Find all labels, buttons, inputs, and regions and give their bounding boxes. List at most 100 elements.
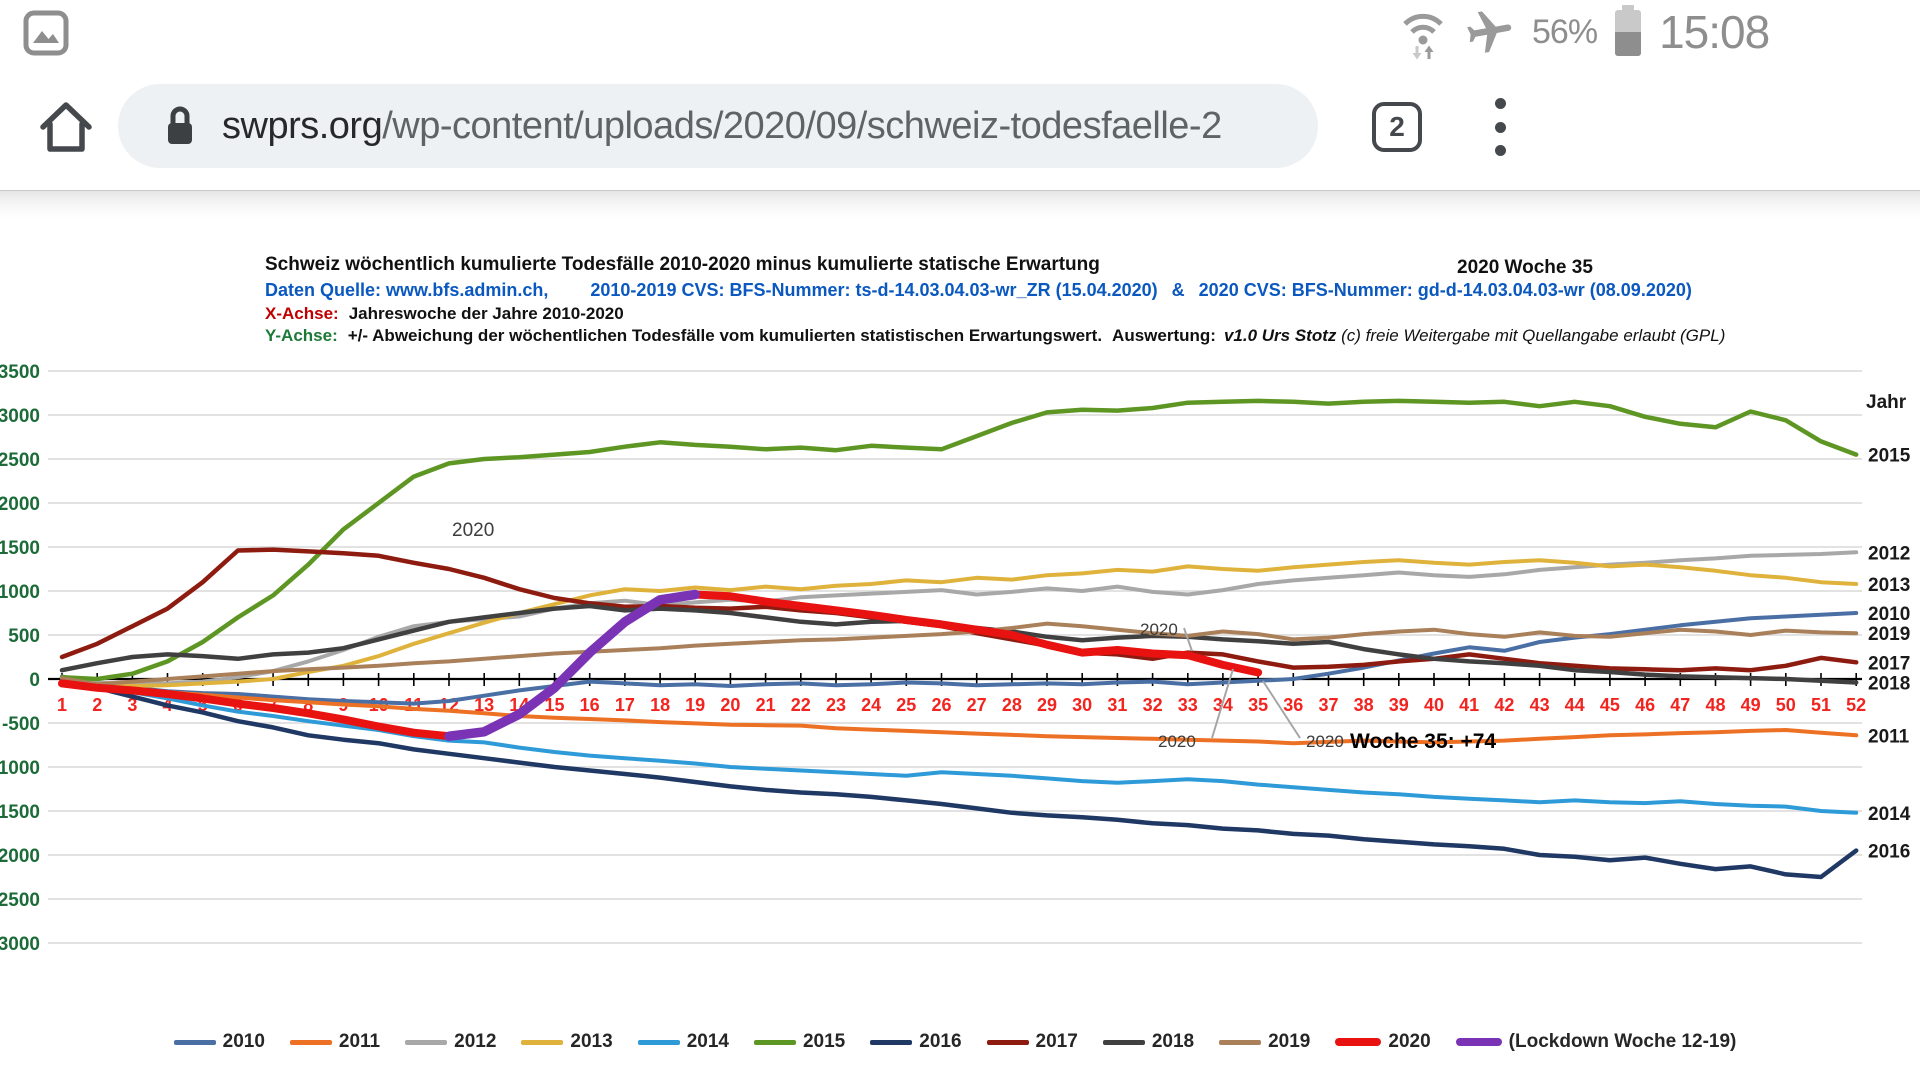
- auswertung-label: Auswertung:: [1112, 326, 1216, 345]
- menu-button[interactable]: [1494, 98, 1506, 156]
- year-label-2010: 2010: [1868, 604, 1910, 625]
- legend-label: 2014: [686, 1031, 729, 1052]
- series-2013-line: [60, 558, 1859, 688]
- legend-item-2010: 2010: [173, 1031, 265, 1053]
- series-2016-line: [59, 677, 1859, 880]
- url-domain: swprs.org: [222, 104, 383, 147]
- legend-swatch: [1455, 1038, 1502, 1046]
- y-axis-label--1000: -1000: [0, 758, 40, 779]
- x-axis-label-30: 30: [1072, 695, 1092, 715]
- x-axis-label-45: 45: [1600, 695, 1620, 715]
- annotation-leader-2: [1211, 668, 1234, 739]
- legend-swatch: [1102, 1039, 1145, 1045]
- year-label-2019: 2019: [1868, 624, 1910, 645]
- annotation-leader-1: [1183, 627, 1193, 652]
- battery-percent: 56%: [1532, 12, 1598, 51]
- x-axis-label-49: 49: [1741, 695, 1761, 715]
- y-axis-label--500: -500: [2, 714, 40, 735]
- x-axis-label-17: 17: [615, 695, 635, 715]
- y-axis-label-0: 0: [29, 670, 40, 691]
- y-axis-label-3000: 3000: [0, 406, 40, 427]
- status-bar: 56% 15:08: [0, 0, 1920, 62]
- x-axis-label-48: 48: [1705, 695, 1725, 715]
- legend-label: 2012: [454, 1031, 497, 1052]
- legend-label: 2018: [1151, 1031, 1195, 1052]
- wifi-icon: [1403, 13, 1443, 60]
- year-column-header: Jahr: [1866, 392, 1907, 413]
- annotation-leader-3: [1262, 680, 1301, 739]
- y-achse-text: +/- Abweichung der wöchentlichen Todesfä…: [347, 326, 1103, 345]
- line-chart: 3500 3000 2500 2000 1500 1000 500 0 -500 -1000 -15…: [0, 362, 1911, 955]
- legend-label: 2019: [1268, 1031, 1311, 1052]
- legend-item-2017: 2017: [986, 1031, 1078, 1053]
- x-axis-label-52: 52: [1846, 695, 1866, 715]
- x-axis-label-39: 39: [1389, 695, 1409, 715]
- chart-title: Schweiz wöchentlich kumulierte Todesfäll…: [265, 254, 1100, 275]
- x-axis-label-19: 19: [685, 695, 705, 715]
- week-35-value-callout: Woche 35: +74: [1350, 730, 1496, 753]
- year-label-2014: 2014: [1868, 804, 1911, 825]
- source-label: Daten Quelle: www.bfs.admin.ch,: [265, 280, 549, 300]
- lock-icon: [168, 106, 192, 144]
- image-notification-icon: [23, 10, 69, 56]
- legend-label: (Lockdown Woche 12-19): [1508, 1031, 1737, 1052]
- legend-swatch: [637, 1039, 680, 1045]
- x-axis-label-18: 18: [650, 695, 670, 715]
- address-bar[interactable]: swprs.org/wp-content/uploads/2020/09/sch…: [118, 84, 1318, 168]
- url-text: swprs.org/wp-content/uploads/2020/09/sch…: [222, 105, 1222, 148]
- legend-item-2015: 2015: [753, 1031, 846, 1053]
- x-axis-label-42: 42: [1494, 695, 1514, 715]
- year-label-2013: 2013: [1868, 575, 1910, 596]
- chart-week-header: 2020 Woche 35: [1457, 257, 1593, 278]
- legend-label: 2016: [919, 1031, 962, 1052]
- x-axis-label-29: 29: [1037, 695, 1057, 715]
- wifi-down-arrow: [1412, 46, 1422, 60]
- source-amp: &: [1171, 280, 1185, 300]
- x-axis-label-47: 47: [1670, 695, 1690, 715]
- series-(Lockdown Woche 12-19)-line: [444, 589, 700, 741]
- credit-author: v1.0 Urs Stotz: [1223, 326, 1337, 345]
- home-button[interactable]: [36, 96, 96, 156]
- x-axis-label-13: 13: [474, 695, 494, 715]
- x-axis-label-25: 25: [896, 695, 916, 715]
- annotation-2020-1: 2020: [1140, 620, 1178, 639]
- legend-label: 2015: [802, 1031, 846, 1052]
- y-axis-label-2500: 2500: [0, 450, 40, 471]
- legend-swatch: [289, 1039, 332, 1045]
- url-path: /wp-content/uploads/2020/09/schweiz-tode…: [382, 104, 1222, 147]
- tab-switcher-button[interactable]: 2: [1372, 102, 1422, 152]
- airplane-mode-icon: [1467, 11, 1512, 53]
- y-axis-label--2000: -2000: [0, 846, 40, 867]
- status-icons: 56% 15:08: [1398, 0, 1770, 64]
- chart-legend: 2010 2011 2012 2013 2014 2015 2016 2017 2018 2019…: [48, 1031, 1862, 1053]
- status-time: 15:08: [1659, 6, 1770, 58]
- x-axis-label-23: 23: [826, 695, 846, 715]
- x-axis-label-8: 8: [303, 695, 313, 715]
- x-axis-label-3: 3: [127, 695, 137, 715]
- series-2010-line: [60, 611, 1859, 706]
- x-axis-label-32: 32: [1143, 695, 1163, 715]
- x-axis-label-2: 2: [92, 695, 102, 715]
- legend-swatch: [1335, 1038, 1382, 1046]
- x-axis-label-38: 38: [1354, 695, 1374, 715]
- y-axis-label-3500: 3500: [0, 362, 40, 383]
- y-axis-label--1500: -1500: [0, 802, 40, 823]
- x-axis-label-21: 21: [756, 695, 776, 715]
- legend-label: 2020: [1388, 1031, 1431, 1052]
- annotation-2020-3: 2020: [1306, 732, 1344, 751]
- y-axis-label-1500: 1500: [0, 538, 40, 559]
- page-content: Schweiz wöchentlich kumulierte Todesfäll…: [0, 190, 1920, 1080]
- x-axis-label-16: 16: [580, 695, 600, 715]
- source-2010-2019: 2010-2019 CVS: BFS-Nummer: ts-d-14.03.04…: [590, 280, 1158, 300]
- browser-toolbar: swprs.org/wp-content/uploads/2020/09/sch…: [0, 62, 1920, 190]
- legend-item-2020: 2020: [1335, 1031, 1431, 1053]
- x-axis-label-35: 35: [1248, 695, 1268, 715]
- legend-swatch: [753, 1039, 796, 1045]
- x-axis-label-37: 37: [1318, 695, 1338, 715]
- x-achse-label: X-Achse:: [265, 304, 339, 323]
- x-axis-label-22: 22: [791, 695, 811, 715]
- x-axis-label-51: 51: [1811, 695, 1831, 715]
- x-axis-label-33: 33: [1178, 695, 1198, 715]
- y-axis-label--3000: -3000: [0, 934, 40, 955]
